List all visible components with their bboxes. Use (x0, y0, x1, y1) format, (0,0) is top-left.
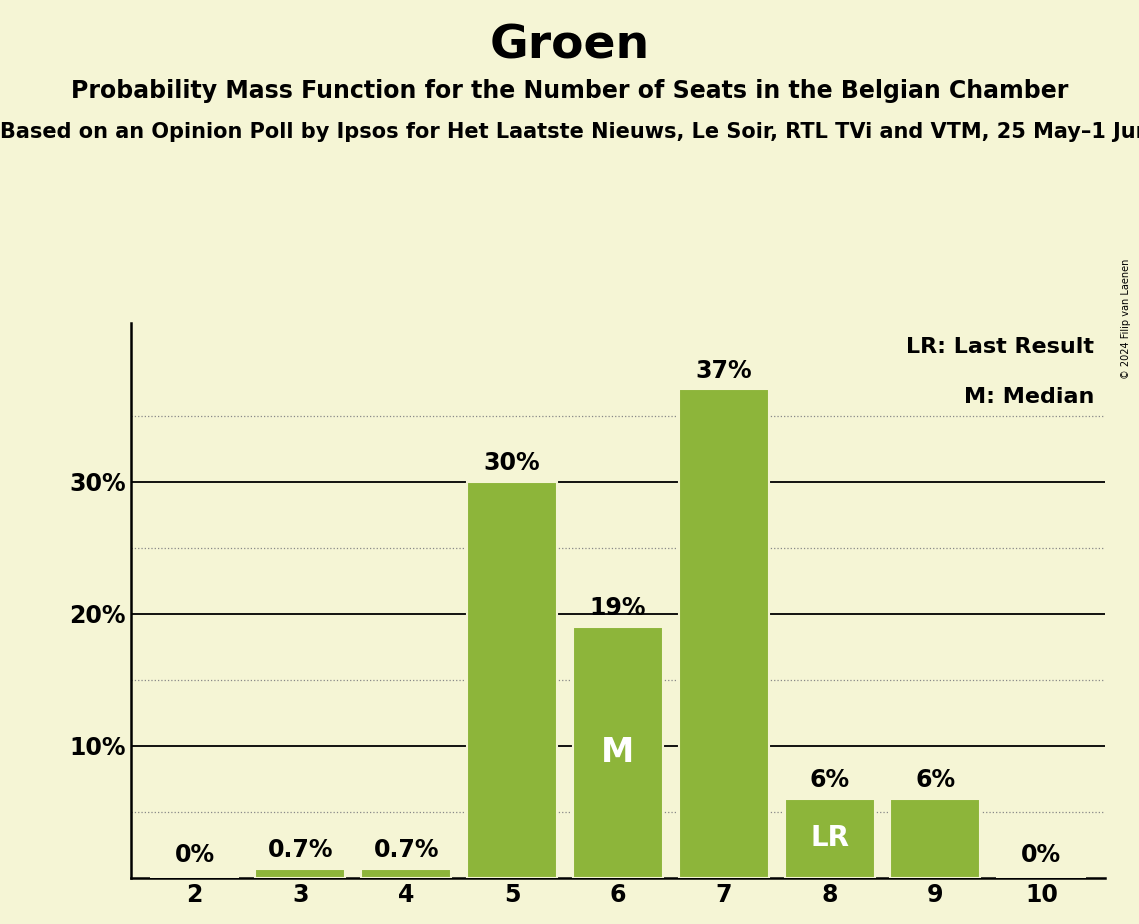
Bar (361, 869, 451, 878)
Text: Probability Mass Function for the Number of Seats in the Belgian Chamber: Probability Mass Function for the Number… (71, 79, 1068, 103)
Text: M: Median: M: Median (964, 387, 1095, 407)
Text: 0%: 0% (174, 844, 214, 868)
Text: LR: LR (810, 824, 849, 852)
Text: 30%: 30% (484, 451, 540, 475)
Text: 37%: 37% (696, 359, 752, 383)
Text: Groen: Groen (490, 23, 649, 68)
Text: 19%: 19% (590, 596, 646, 620)
Bar (785, 798, 875, 878)
Text: 6%: 6% (916, 768, 956, 792)
Text: M: M (601, 736, 634, 769)
Bar (891, 798, 981, 878)
Bar (467, 481, 557, 878)
Text: 0.7%: 0.7% (268, 838, 333, 862)
Bar (679, 389, 769, 878)
Text: 6%: 6% (810, 768, 850, 792)
Bar (573, 627, 663, 878)
Bar (255, 869, 345, 878)
Text: Based on an Opinion Poll by Ipsos for Het Laatste Nieuws, Le Soir, RTL TVi and V: Based on an Opinion Poll by Ipsos for He… (0, 122, 1139, 142)
Text: 0%: 0% (1022, 844, 1062, 868)
Text: 0.7%: 0.7% (374, 838, 439, 862)
Text: © 2024 Filip van Laenen: © 2024 Filip van Laenen (1121, 259, 1131, 379)
Text: LR: Last Result: LR: Last Result (907, 337, 1095, 358)
